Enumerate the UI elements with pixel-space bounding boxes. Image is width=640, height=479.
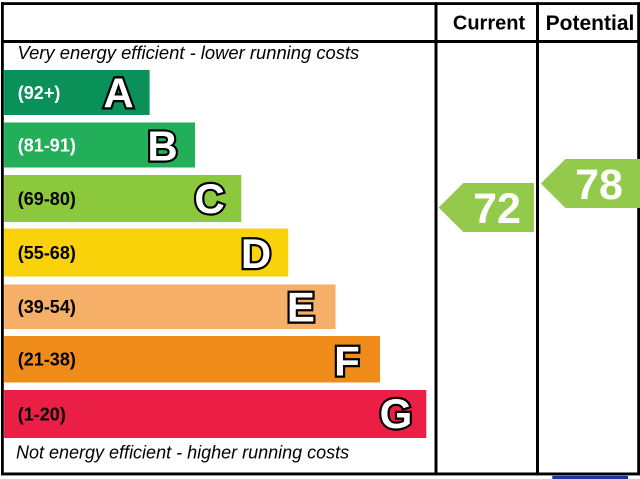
svg-text:E: E [287, 284, 315, 331]
svg-text:(69-80): (69-80) [18, 189, 76, 209]
svg-text:G: G [380, 390, 413, 437]
svg-text:(92+): (92+) [18, 83, 61, 103]
svg-text:(81-91): (81-91) [18, 136, 76, 156]
svg-text:B: B [147, 122, 177, 169]
svg-text:Not energy efficient - higher: Not energy efficient - higher running co… [16, 442, 349, 462]
svg-text:Potential: Potential [546, 12, 635, 35]
svg-text:F: F [334, 338, 360, 385]
svg-text:(21-38): (21-38) [18, 350, 76, 370]
svg-text:A: A [103, 70, 133, 117]
svg-text:D: D [241, 230, 271, 277]
svg-text:(39-54): (39-54) [18, 297, 76, 317]
svg-text:(1-20): (1-20) [18, 405, 66, 425]
svg-text:Current: Current [453, 13, 526, 35]
svg-text:(55-68): (55-68) [18, 243, 76, 263]
svg-text:C: C [194, 175, 224, 222]
svg-text:78: 78 [575, 161, 623, 209]
svg-text:Very energy efficient - lower: Very energy efficient - lower running co… [18, 42, 360, 63]
svg-text:72: 72 [473, 185, 521, 233]
